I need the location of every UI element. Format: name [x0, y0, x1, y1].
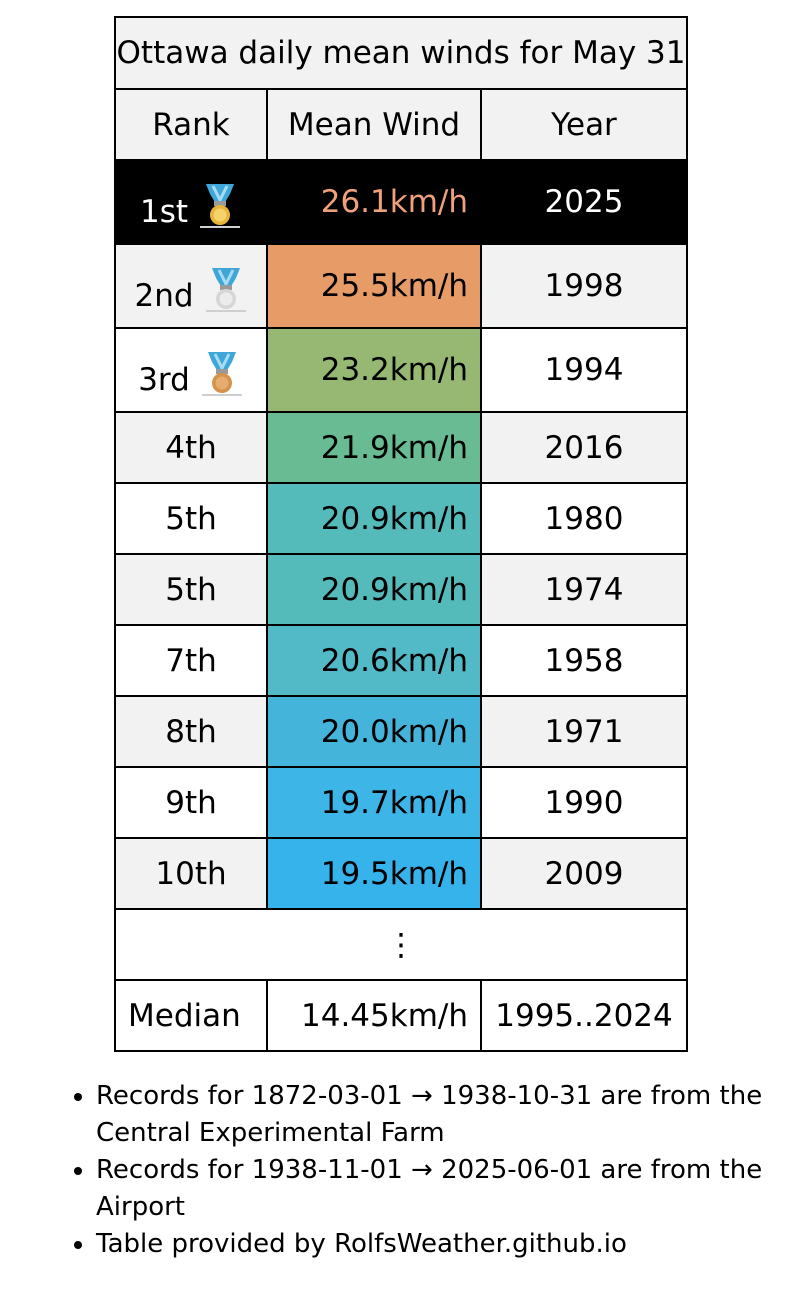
year-cell: 1958: [480, 624, 688, 697]
year-cell: 2009: [480, 837, 688, 910]
rank-cell: 8th: [114, 695, 268, 768]
table-title: Ottawa daily mean winds for May 31: [114, 16, 688, 90]
median-years: 1995..2024: [480, 979, 688, 1052]
ellipsis-row: ⋮: [114, 908, 688, 981]
header-mean-wind: Mean Wind: [266, 88, 482, 161]
mean-wind-cell: 20.9km/h: [266, 553, 482, 626]
mean-wind-cell: 19.7km/h: [266, 766, 482, 839]
year-cell: 1980: [480, 482, 688, 555]
header-year: Year: [480, 88, 688, 161]
rank-label: 1st: [139, 194, 189, 230]
year-cell: 1990: [480, 766, 688, 839]
mean-wind-cell: 20.0km/h: [266, 695, 482, 768]
year-cell: 2016: [480, 411, 688, 484]
year-cell: 1994: [480, 327, 688, 413]
rank-label: 2nd: [134, 278, 194, 314]
table-row: 10th 19.5km/h 2009: [114, 837, 688, 910]
gold-medal-icon: [200, 184, 241, 228]
mean-wind-cell: 25.5km/h: [266, 243, 482, 329]
table-row: 7th 20.6km/h 1958: [114, 624, 688, 697]
rank-cell: 7th: [114, 624, 268, 697]
table-row: 1st 26.1km/h 2025: [114, 159, 688, 245]
median-label: Median: [114, 979, 268, 1052]
note-item: Records for 1938-11-01 → 2025-06-01 are …: [96, 1152, 796, 1226]
year-cell: 2025: [480, 159, 688, 245]
rank-cell: 3rd: [114, 327, 268, 413]
silver-medal-icon: [205, 268, 246, 312]
mean-wind-cell: 23.2km/h: [266, 327, 482, 413]
rank-cell: 9th: [114, 766, 268, 839]
table-row: 4th 21.9km/h 2016: [114, 411, 688, 484]
rank-cell: 5th: [114, 553, 268, 626]
year-cell: 1971: [480, 695, 688, 768]
header-rank: Rank: [114, 88, 268, 161]
table-row: 2nd 25.5km/h 1998: [114, 243, 688, 329]
notes-list: Records for 1872-03-01 → 1938-10-31 are …: [50, 1078, 796, 1263]
mean-wind-cell: 20.6km/h: [266, 624, 482, 697]
note-item: Records for 1872-03-01 → 1938-10-31 are …: [96, 1078, 796, 1152]
note-item: Table provided by RolfsWeather.github.io: [96, 1226, 796, 1263]
table-row: 5th 20.9km/h 1980: [114, 482, 688, 555]
median-wind: 14.45km/h: [266, 979, 482, 1052]
table-row: 9th 19.7km/h 1990: [114, 766, 688, 839]
table-row: 5th 20.9km/h 1974: [114, 553, 688, 626]
median-row: Median 14.45km/h 1995..2024: [114, 979, 688, 1052]
mean-wind-cell: 26.1km/h: [266, 159, 482, 245]
bronze-medal-icon: [201, 352, 242, 396]
year-cell: 1998: [480, 243, 688, 329]
rank-label: 3rd: [138, 362, 190, 398]
rank-cell: 2nd: [114, 243, 268, 329]
rank-cell: 10th: [114, 837, 268, 910]
rank-cell: 1st: [114, 159, 268, 245]
mean-wind-cell: 20.9km/h: [266, 482, 482, 555]
wind-ranking-table: Ottawa daily mean winds for May 31 Rank …: [114, 16, 688, 1052]
table-row: 8th 20.0km/h 1971: [114, 695, 688, 768]
rank-cell: 5th: [114, 482, 268, 555]
mean-wind-cell: 19.5km/h: [266, 837, 482, 910]
table-row: 3rd 23.2km/h 1994: [114, 327, 688, 413]
rank-cell: 4th: [114, 411, 268, 484]
mean-wind-cell: 21.9km/h: [266, 411, 482, 484]
year-cell: 1974: [480, 553, 688, 626]
